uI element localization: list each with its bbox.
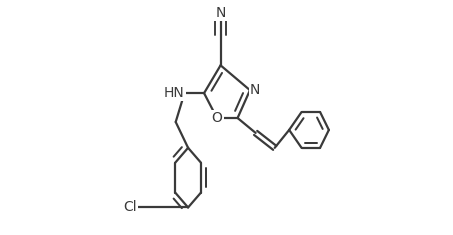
Text: HN: HN [164, 86, 184, 100]
Text: O: O [212, 111, 222, 125]
Text: N: N [215, 6, 226, 20]
Text: N: N [250, 83, 260, 97]
Text: Cl: Cl [123, 200, 136, 215]
